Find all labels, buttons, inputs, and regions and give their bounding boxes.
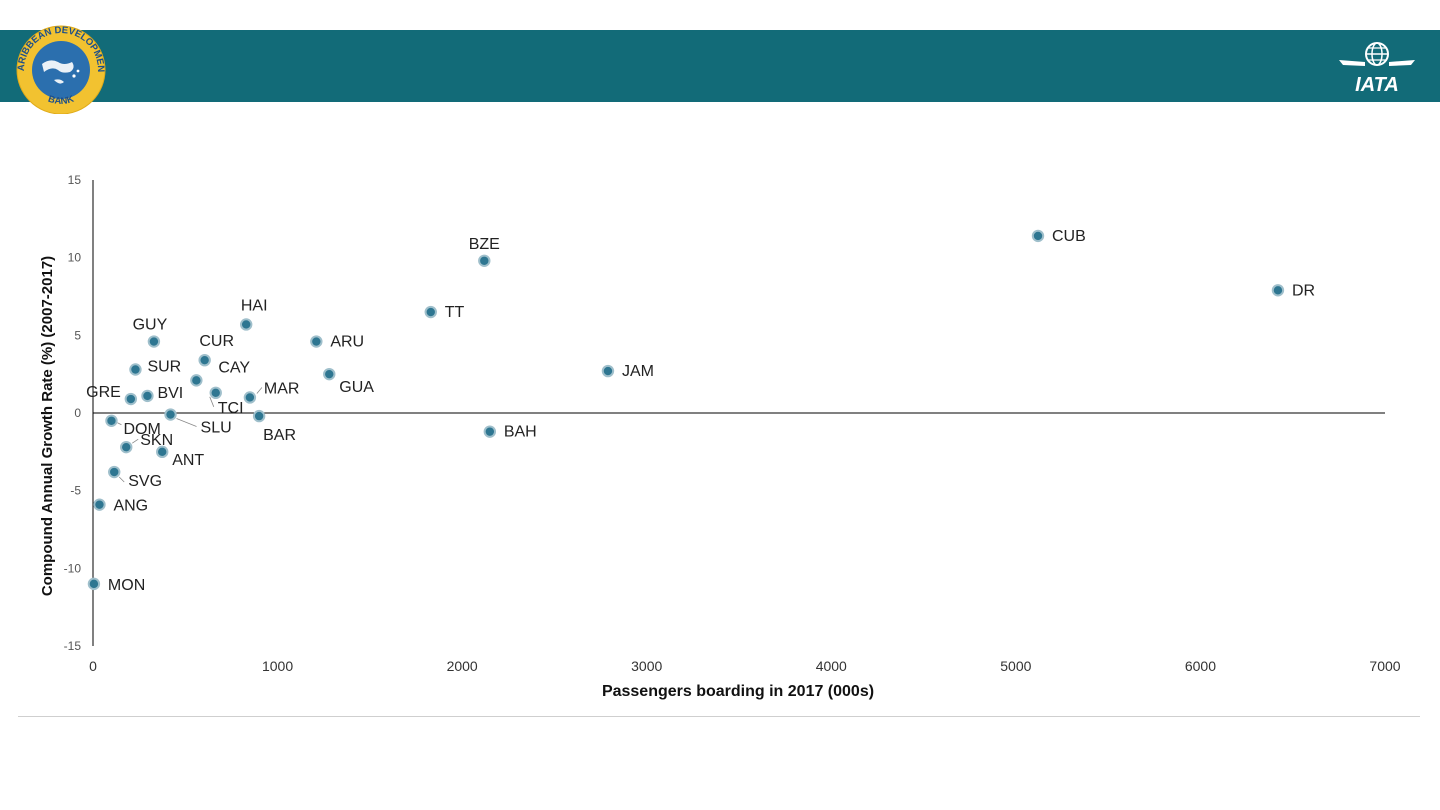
data-point-svg <box>108 465 121 479</box>
point-label-guy: GUY <box>133 317 168 334</box>
data-point-jam <box>601 364 615 378</box>
point-label-hai: HAI <box>241 297 268 314</box>
axes: 15 10 5 0 -5 -10 -15 0 1000 2000 3000 4000 5000 6000 7… <box>64 173 1401 674</box>
left-wing-icon <box>1339 60 1365 66</box>
x-tick-label: 2000 <box>447 658 478 674</box>
y-tick-label: 5 <box>74 328 81 342</box>
y-tick-label: -5 <box>70 484 81 498</box>
cdb-logo-text-bottom: BANK <box>47 94 76 107</box>
point-label-tt: TT <box>445 304 465 321</box>
leader-line <box>209 396 215 407</box>
data-point-aru <box>310 335 323 348</box>
point-label-svg: SVG <box>128 473 162 490</box>
point-label-bze: BZE <box>469 236 500 253</box>
point-label-bvi: BVI <box>157 385 183 402</box>
y-tick-label: 0 <box>74 406 81 420</box>
svg-text:BANK: BANK <box>47 94 76 107</box>
header-banner <box>0 30 1440 102</box>
data-point-hai <box>239 318 253 331</box>
scatter-chart: 15 10 5 0 -5 -10 -15 0 1000 2000 3000 4000 5000 6000 7… <box>39 173 1401 700</box>
leader-line <box>132 438 139 444</box>
data-point-ant <box>156 445 169 459</box>
y-tick-label: -15 <box>64 639 82 653</box>
point-labels: CUB DR BZE TT JAM BAH HAI ARU GUA GUY CUR SUR CAY TCI… <box>86 228 1315 594</box>
data-point-bze <box>478 254 491 267</box>
x-tick-label: 7000 <box>1369 658 1400 674</box>
y-tick-label: 15 <box>68 173 82 187</box>
x-tick-label: 4000 <box>816 658 847 674</box>
data-point-ang <box>93 498 106 511</box>
point-label-mon: MON <box>108 577 145 594</box>
x-axis-title: Passengers boarding in 2017 (000s) <box>602 683 874 700</box>
point-label-gua: GUA <box>339 379 374 396</box>
data-point-bah <box>483 425 497 438</box>
data-point-slu <box>164 408 177 421</box>
point-label-ang: ANG <box>113 498 148 515</box>
point-label-sur: SUR <box>147 359 181 376</box>
x-tick-label: 5000 <box>1000 658 1031 674</box>
point-label-jam: JAM <box>622 363 654 380</box>
point-label-cub: CUB <box>1052 228 1086 245</box>
data-point-cay <box>190 374 203 387</box>
y-axis-title: Compound Annual Growth Rate (%) (2007-20… <box>39 256 56 596</box>
point-label-slu: SLU <box>201 420 232 437</box>
point-label-mar: MAR <box>264 380 300 397</box>
point-label-tci: TCI <box>218 400 244 417</box>
data-point-cur <box>198 353 211 367</box>
data-point-tci <box>209 386 222 400</box>
point-label-skn: SKN <box>140 432 173 449</box>
data-point-gua <box>323 367 336 381</box>
leader-line <box>118 476 125 483</box>
point-label-cur: CUR <box>199 333 234 350</box>
point-label-dr: DR <box>1292 282 1315 299</box>
data-point-tt <box>424 305 437 319</box>
point-label-gre: GRE <box>86 384 121 401</box>
y-tick-label: 10 <box>68 251 82 265</box>
right-wing-icon <box>1389 60 1415 66</box>
data-point-cub <box>1031 229 1045 243</box>
x-tick-label: 1000 <box>262 658 293 674</box>
iata-logo: IATA <box>1339 42 1415 96</box>
point-label-cay: CAY <box>218 359 250 376</box>
data-point-bar <box>252 409 266 423</box>
point-label-aru: ARU <box>330 334 364 351</box>
data-point-bvi <box>141 389 154 403</box>
iata-logo-text: IATA <box>1355 74 1399 96</box>
data-point-guy <box>147 335 161 348</box>
data-point-mon <box>87 577 101 591</box>
leader-line <box>256 387 263 394</box>
x-tick-label: 0 <box>89 658 97 674</box>
point-label-bah: BAH <box>504 424 537 441</box>
data-point-mar <box>243 391 257 404</box>
data-point-sur <box>129 363 142 376</box>
leader-line <box>117 422 122 426</box>
cdb-logo: CARIBBEAN DEVELOPMENT BANK <box>2 24 106 114</box>
leader-line <box>176 418 197 427</box>
y-tick-label: -10 <box>64 561 82 575</box>
data-point-gre <box>124 392 138 406</box>
x-tick-label: 6000 <box>1185 658 1216 674</box>
data-point-dom <box>105 414 118 427</box>
x-tick-label: 3000 <box>631 658 662 674</box>
point-label-ant: ANT <box>172 452 204 469</box>
point-label-dom: DOM <box>123 421 160 438</box>
data-point-dr <box>1271 284 1285 297</box>
footer-divider <box>18 716 1420 717</box>
data-points <box>87 229 1285 591</box>
point-label-bar: BAR <box>263 427 296 444</box>
data-point-skn <box>120 440 133 454</box>
